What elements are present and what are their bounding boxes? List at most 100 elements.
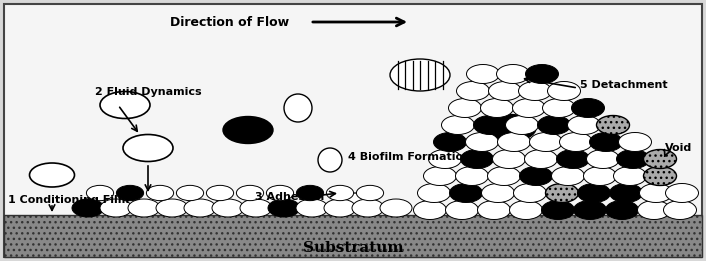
Ellipse shape <box>284 94 312 122</box>
Ellipse shape <box>488 167 520 186</box>
Ellipse shape <box>296 199 328 217</box>
Ellipse shape <box>597 116 630 134</box>
Ellipse shape <box>546 183 578 203</box>
Ellipse shape <box>493 150 525 169</box>
Ellipse shape <box>609 183 642 203</box>
Ellipse shape <box>450 183 482 203</box>
Ellipse shape <box>465 133 498 151</box>
Ellipse shape <box>525 150 558 169</box>
Ellipse shape <box>559 133 592 151</box>
Ellipse shape <box>590 133 623 151</box>
Ellipse shape <box>520 167 553 186</box>
Ellipse shape <box>429 150 462 169</box>
Ellipse shape <box>318 148 342 172</box>
Ellipse shape <box>618 133 652 151</box>
Ellipse shape <box>346 193 364 207</box>
Ellipse shape <box>448 98 481 117</box>
Text: Substratum: Substratum <box>303 241 403 255</box>
Ellipse shape <box>268 199 300 217</box>
Ellipse shape <box>583 167 616 186</box>
Bar <box>4 215 702 257</box>
Ellipse shape <box>568 116 601 134</box>
Ellipse shape <box>176 185 203 201</box>
Ellipse shape <box>237 185 263 201</box>
Ellipse shape <box>664 200 697 220</box>
Ellipse shape <box>616 150 650 169</box>
Ellipse shape <box>513 183 546 203</box>
Ellipse shape <box>571 98 604 117</box>
Text: 4 Biofilm Formation: 4 Biofilm Formation <box>348 152 471 162</box>
Ellipse shape <box>184 199 216 217</box>
Ellipse shape <box>573 200 606 220</box>
Text: Void: Void <box>665 143 693 153</box>
Text: 1 Conditioning Film: 1 Conditioning Film <box>8 195 129 205</box>
Ellipse shape <box>467 64 500 84</box>
Ellipse shape <box>643 167 676 186</box>
Ellipse shape <box>666 183 698 203</box>
Ellipse shape <box>212 199 244 217</box>
Ellipse shape <box>206 185 234 201</box>
Ellipse shape <box>380 199 412 217</box>
Ellipse shape <box>357 185 383 201</box>
Ellipse shape <box>223 116 273 144</box>
Ellipse shape <box>481 98 513 117</box>
Ellipse shape <box>587 150 619 169</box>
Ellipse shape <box>156 199 188 217</box>
Ellipse shape <box>324 199 356 217</box>
Ellipse shape <box>638 200 671 220</box>
Ellipse shape <box>417 183 450 203</box>
Ellipse shape <box>390 59 450 91</box>
Ellipse shape <box>640 183 673 203</box>
Ellipse shape <box>86 185 114 201</box>
Ellipse shape <box>146 185 174 201</box>
Ellipse shape <box>474 116 506 134</box>
Ellipse shape <box>424 167 457 186</box>
Text: Direction of Flow: Direction of Flow <box>170 15 289 28</box>
Ellipse shape <box>530 133 563 151</box>
Ellipse shape <box>433 133 467 151</box>
Ellipse shape <box>30 163 75 187</box>
Text: 3 Adhesion: 3 Adhesion <box>255 192 324 202</box>
Ellipse shape <box>614 167 647 186</box>
Ellipse shape <box>542 200 575 220</box>
Ellipse shape <box>484 115 536 141</box>
Ellipse shape <box>542 98 575 117</box>
Ellipse shape <box>481 183 515 203</box>
Ellipse shape <box>72 199 104 217</box>
Ellipse shape <box>441 116 474 134</box>
Text: 5 Detachment: 5 Detachment <box>580 80 668 90</box>
Ellipse shape <box>352 199 384 217</box>
Ellipse shape <box>606 200 638 220</box>
Ellipse shape <box>477 200 510 220</box>
Ellipse shape <box>460 150 493 169</box>
Ellipse shape <box>525 64 558 84</box>
Ellipse shape <box>489 81 522 100</box>
Ellipse shape <box>643 150 676 169</box>
Ellipse shape <box>537 116 570 134</box>
Ellipse shape <box>496 64 530 84</box>
Ellipse shape <box>513 98 546 117</box>
Ellipse shape <box>240 199 272 217</box>
Ellipse shape <box>100 199 132 217</box>
Ellipse shape <box>455 167 489 186</box>
Ellipse shape <box>297 185 323 201</box>
Ellipse shape <box>547 81 580 100</box>
Ellipse shape <box>578 183 611 203</box>
Ellipse shape <box>100 92 150 118</box>
Ellipse shape <box>266 185 294 201</box>
Ellipse shape <box>128 199 160 217</box>
Ellipse shape <box>498 133 530 151</box>
Ellipse shape <box>518 81 551 100</box>
Ellipse shape <box>326 185 354 201</box>
Ellipse shape <box>123 134 173 162</box>
Ellipse shape <box>457 81 489 100</box>
Ellipse shape <box>363 202 377 214</box>
Text: 2 Fluid Dynamics: 2 Fluid Dynamics <box>95 87 202 97</box>
Ellipse shape <box>556 150 590 169</box>
Ellipse shape <box>510 200 542 220</box>
Ellipse shape <box>116 185 143 201</box>
Ellipse shape <box>505 116 539 134</box>
Ellipse shape <box>445 200 479 220</box>
Ellipse shape <box>414 200 446 220</box>
Ellipse shape <box>551 167 585 186</box>
